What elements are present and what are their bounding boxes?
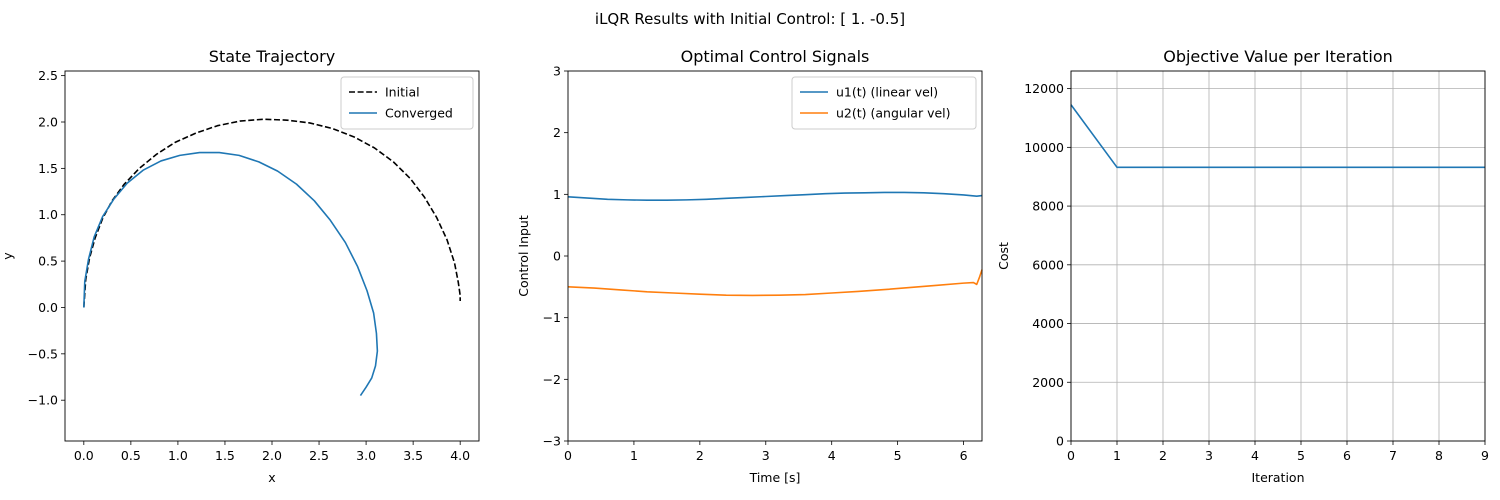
state-trajectory-y-tick-label: 2.5 <box>38 68 58 83</box>
objective-value-x-tick-label: 7 <box>1389 448 1397 463</box>
objective-value-xlabel: Iteration <box>1251 470 1304 485</box>
control-signals-y-tick-label: 2 <box>553 125 561 140</box>
control-signals-x-tick-label: 3 <box>762 448 770 463</box>
state-trajectory-legend <box>340 76 474 130</box>
objective-value-x-tick-label: 1 <box>1113 448 1121 463</box>
objective-value-y-tick-label: 6000 <box>1032 257 1064 272</box>
control-signals-y-tick-label: 3 <box>553 64 561 79</box>
objective-value-x-tick-label: 3 <box>1205 448 1213 463</box>
control-signals-series-1-line <box>567 191 983 201</box>
objective-value-x-tick-label: 6 <box>1343 448 1351 463</box>
control-signals-x-tick-label: 2 <box>696 448 704 463</box>
objective-value-x-tick-label: 5 <box>1297 448 1305 463</box>
objective-value-y-tick-label: 8000 <box>1032 199 1064 214</box>
state-trajectory-series-2-line <box>83 151 379 397</box>
state-trajectory-y-tick-label: −1.0 <box>28 393 58 408</box>
control-signals-x-tick-label: 4 <box>828 448 836 463</box>
state-trajectory-x-tick-label: 1.5 <box>215 448 235 463</box>
objective-value-title: Objective Value per Iteration <box>1163 47 1393 66</box>
control-signals-y-tick-label: −3 <box>543 434 561 449</box>
control-signals-y-tick-label: 0 <box>553 249 561 264</box>
control-signals-y-tick-label: −1 <box>543 310 561 325</box>
state-trajectory-series-1-line <box>83 118 461 308</box>
objective-value-axes-frame <box>1070 70 1486 442</box>
state-trajectory-x-tick-label: 0.5 <box>121 448 141 463</box>
objective-value-y-tick-label: 0 <box>1056 434 1064 449</box>
objective-value-x-tick-label: 4 <box>1251 448 1259 463</box>
objective-value-y-tick-label: 12000 <box>1024 81 1064 96</box>
control-signals-x-tick-label: 6 <box>960 448 968 463</box>
state-trajectory-x-tick-label: 0.0 <box>74 448 94 463</box>
objective-value-x-tick-label: 0 <box>1067 448 1075 463</box>
objective-value-x-tick-label: 9 <box>1481 448 1489 463</box>
state-trajectory-y-tick-label: 0.0 <box>38 300 58 315</box>
state-trajectory-xlabel: x <box>268 470 275 485</box>
control-signals-x-tick-label: 0 <box>564 448 572 463</box>
state-trajectory-x-tick-label: 2.5 <box>309 448 329 463</box>
state-trajectory-legend-label-1: Initial <box>385 85 420 100</box>
control-signals-panel: Optimal Control Signals Time [s] Control… <box>516 47 983 485</box>
state-trajectory-x-tick-label: 4.0 <box>450 448 470 463</box>
state-trajectory-x-tick-label: 2.0 <box>262 448 282 463</box>
state-trajectory-y-tick-label: 1.0 <box>38 207 58 222</box>
control-signals-title: Optimal Control Signals <box>681 47 870 66</box>
state-trajectory-panel: State Trajectory x y 0.0 0.5 1.0 1.5 2.0 2.5 3… <box>0 47 480 485</box>
state-trajectory-ylabel: y <box>0 252 15 260</box>
control-signals-legend <box>791 76 977 130</box>
control-signals-series-2-line <box>567 269 983 297</box>
state-trajectory-x-tick-label: 1.0 <box>168 448 188 463</box>
control-signals-xlabel: Time [s] <box>749 470 801 485</box>
objective-value-x-tick-label: 8 <box>1435 448 1443 463</box>
state-trajectory-y-tick-label: 1.5 <box>38 161 58 176</box>
objective-value-panel: Objective Value per Iteration Iteration … <box>996 47 1489 485</box>
state-trajectory-x-tick-label: 3.0 <box>356 448 376 463</box>
control-signals-x-tick-label: 5 <box>894 448 902 463</box>
objective-value-y-tick-label: 10000 <box>1024 140 1064 155</box>
control-signals-legend-label-2: u2(t) (angular vel) <box>836 106 951 121</box>
objective-value-ylabel: Cost <box>996 242 1011 270</box>
figure-suptitle: iLQR Results with Initial Control: [ 1. … <box>595 10 905 28</box>
objective-value-y-tick-label: 4000 <box>1032 316 1064 331</box>
state-trajectory-title: State Trajectory <box>209 47 335 66</box>
control-signals-legend-label-1: u1(t) (linear vel) <box>836 85 938 100</box>
objective-value-x-tick-label: 2 <box>1159 448 1167 463</box>
state-trajectory-y-tick-label: 0.5 <box>38 254 58 269</box>
objective-value-series-1-line <box>1070 104 1485 169</box>
control-signals-ylabel: Control Input <box>516 215 531 297</box>
control-signals-x-tick-label: 1 <box>630 448 638 463</box>
control-signals-y-tick-label: −2 <box>543 372 561 387</box>
state-trajectory-legend-label-2: Converged <box>385 106 453 121</box>
objective-value-y-tick-label: 2000 <box>1032 375 1064 390</box>
state-trajectory-x-tick-label: 3.5 <box>403 448 423 463</box>
control-signals-y-tick-label: 1 <box>553 187 561 202</box>
state-trajectory-y-tick-label: −0.5 <box>28 346 58 361</box>
state-trajectory-y-tick-label: 2.0 <box>38 115 58 130</box>
